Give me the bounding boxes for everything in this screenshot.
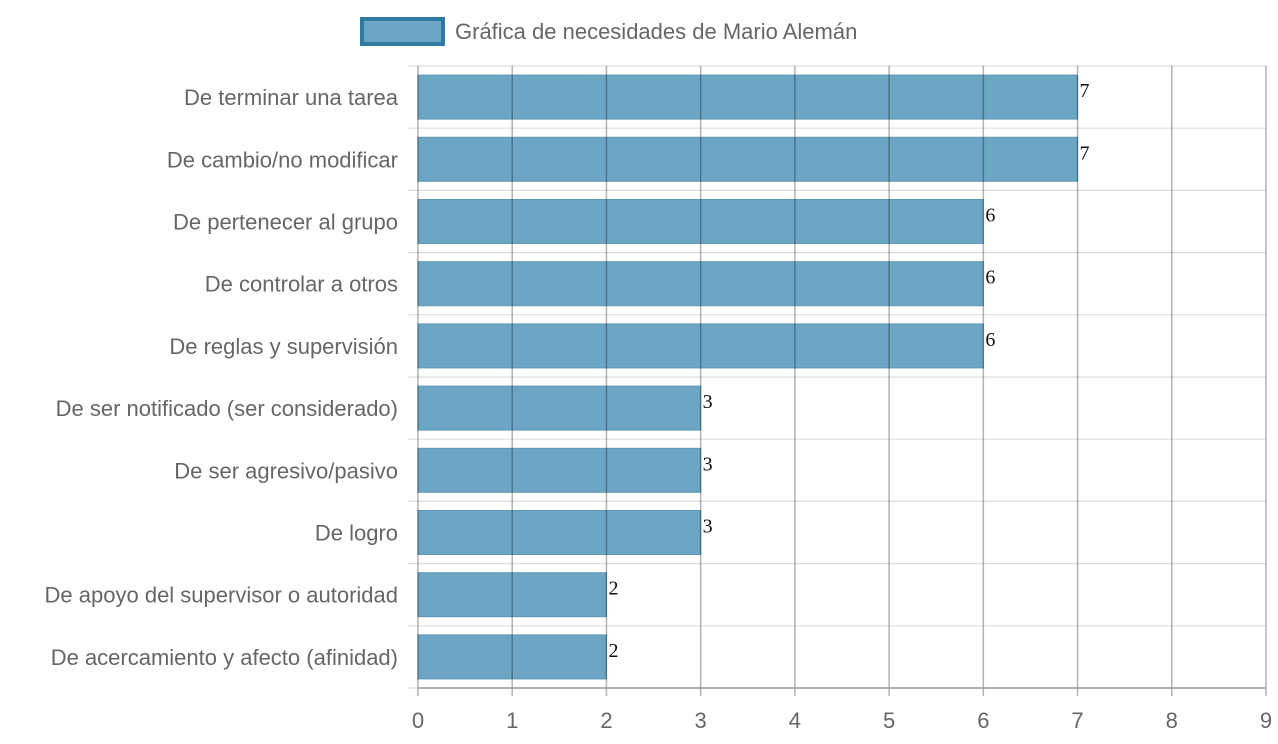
data-label: 7 <box>1080 142 1090 164</box>
x-tick-label: 0 <box>412 708 424 733</box>
bar[interactable] <box>417 447 702 493</box>
category-label: De apoyo del supervisor o autoridad <box>45 583 398 608</box>
category-label: De controlar a otros <box>205 272 398 297</box>
x-tick-label: 7 <box>1071 708 1083 733</box>
x-tick-label: 2 <box>600 708 612 733</box>
bar[interactable] <box>417 136 1079 182</box>
bar[interactable] <box>417 199 984 244</box>
legend[interactable]: Gráfica de necesidades de Mario Alemán <box>360 17 857 46</box>
data-label: 6 <box>985 267 995 289</box>
x-tick-label: 4 <box>789 708 801 733</box>
data-label: 3 <box>703 516 713 538</box>
bar[interactable] <box>417 74 1079 120</box>
x-tick-label: 5 <box>883 708 895 733</box>
bar[interactable] <box>417 385 702 431</box>
legend-swatch[interactable] <box>360 17 445 46</box>
bar[interactable] <box>417 634 607 680</box>
x-tick-label: 6 <box>977 708 989 733</box>
data-label: 2 <box>608 578 618 600</box>
data-label: 2 <box>608 640 618 662</box>
x-tick-label: 1 <box>506 708 518 733</box>
bar[interactable] <box>417 510 702 555</box>
category-label: De ser agresivo/pasivo <box>174 458 398 483</box>
data-label: 6 <box>985 329 995 351</box>
x-tick-label: 8 <box>1166 708 1178 733</box>
bar[interactable] <box>417 323 984 369</box>
bar[interactable] <box>417 572 607 618</box>
labels: De terminar una tarea 7 De cambio/no modif… <box>45 80 1273 733</box>
legend-label[interactable]: Gráfica de necesidades de Mario Alemán <box>455 19 857 44</box>
x-tick-label: 9 <box>1260 708 1272 733</box>
bars <box>417 74 1079 680</box>
data-label: 7 <box>1080 80 1090 102</box>
x-tick-label: 3 <box>695 708 707 733</box>
data-label: 3 <box>703 453 713 475</box>
category-label: De cambio/no modificar <box>167 147 398 172</box>
data-label: 6 <box>985 205 995 227</box>
category-label: De reglas y supervisión <box>169 334 398 359</box>
category-label: De ser notificado (ser considerado) <box>56 396 398 421</box>
category-label: De acercamiento y afecto (afinidad) <box>51 645 398 670</box>
category-label: De logro <box>315 521 398 546</box>
category-label: De terminar una tarea <box>184 85 399 110</box>
data-label: 3 <box>703 391 713 413</box>
category-label: De pertenecer al grupo <box>173 210 398 235</box>
bar[interactable] <box>417 261 984 307</box>
